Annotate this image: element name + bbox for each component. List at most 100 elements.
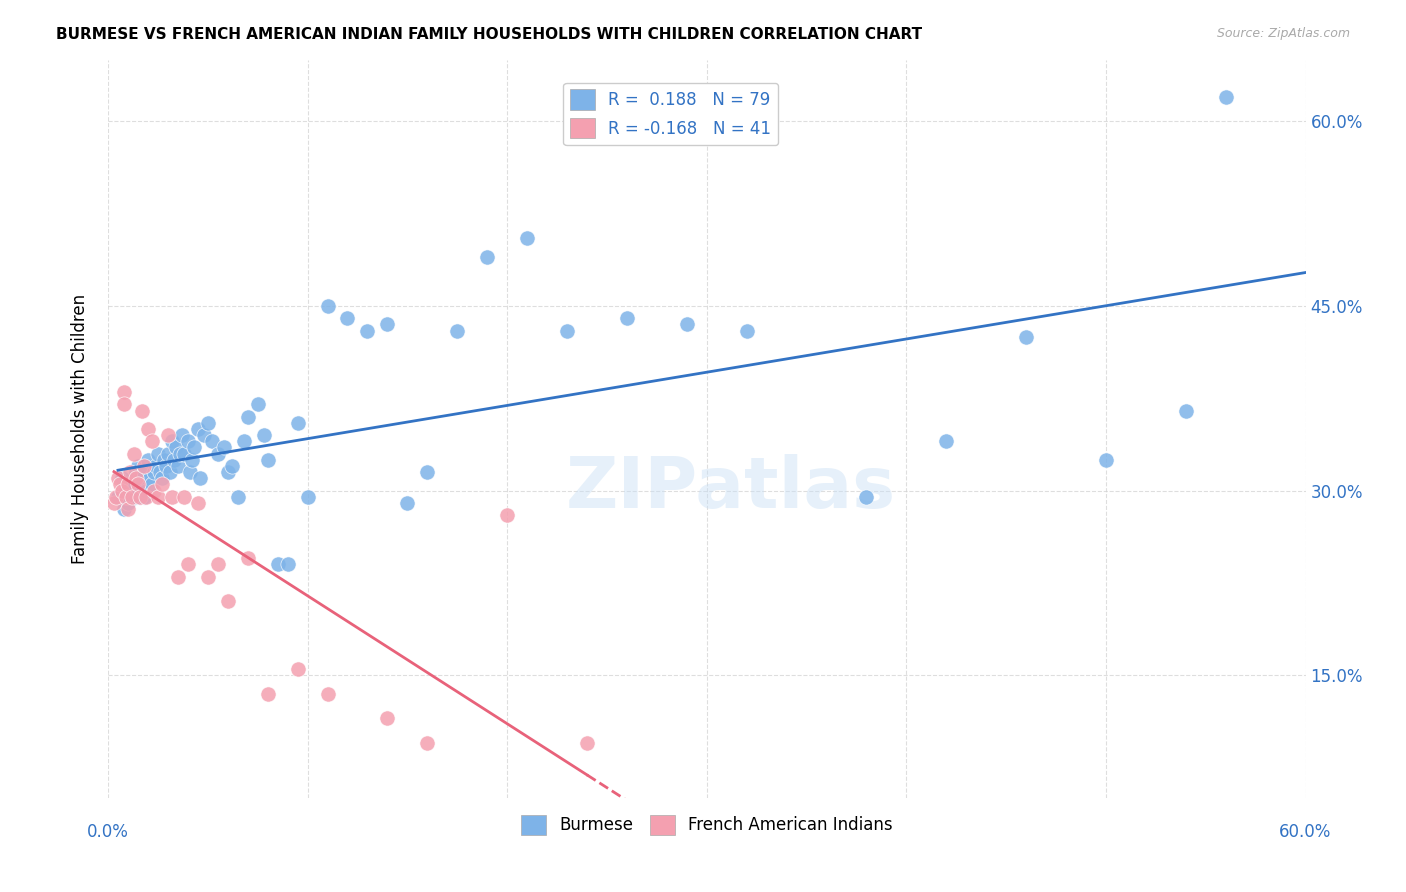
Point bbox=[256, 452, 278, 467]
Point bbox=[516, 231, 538, 245]
Point bbox=[142, 483, 165, 498]
Point bbox=[179, 465, 201, 479]
Point bbox=[146, 447, 169, 461]
Point bbox=[149, 465, 172, 479]
Point bbox=[107, 490, 129, 504]
Point bbox=[266, 558, 288, 572]
Point bbox=[121, 483, 143, 498]
Point bbox=[122, 477, 145, 491]
Point bbox=[416, 736, 439, 750]
Point bbox=[1174, 403, 1197, 417]
Point bbox=[735, 324, 758, 338]
Point bbox=[163, 452, 186, 467]
Point bbox=[153, 452, 176, 467]
Point bbox=[675, 318, 697, 332]
Point bbox=[173, 447, 195, 461]
Point bbox=[127, 483, 149, 498]
Point bbox=[377, 711, 399, 725]
Point bbox=[165, 441, 187, 455]
Point bbox=[477, 250, 499, 264]
Point bbox=[104, 490, 127, 504]
Point bbox=[336, 311, 359, 326]
Text: Source: ZipAtlas.com: Source: ZipAtlas.com bbox=[1216, 27, 1350, 40]
Point bbox=[201, 434, 224, 449]
Point bbox=[277, 558, 299, 572]
Point bbox=[111, 483, 134, 498]
Point bbox=[575, 736, 598, 750]
Point bbox=[496, 508, 519, 523]
Point bbox=[1015, 329, 1038, 343]
Point bbox=[170, 428, 193, 442]
Point bbox=[139, 471, 162, 485]
Point bbox=[118, 490, 141, 504]
Text: 0.0%: 0.0% bbox=[87, 823, 129, 841]
Point bbox=[129, 490, 152, 504]
Point bbox=[166, 458, 188, 473]
Point bbox=[112, 385, 135, 400]
Point bbox=[150, 477, 173, 491]
Point bbox=[118, 465, 141, 479]
Point bbox=[129, 471, 152, 485]
Point bbox=[141, 434, 163, 449]
Point bbox=[125, 465, 148, 479]
Point bbox=[377, 318, 399, 332]
Point bbox=[125, 490, 148, 504]
Point bbox=[177, 434, 200, 449]
Point bbox=[132, 465, 155, 479]
Point bbox=[356, 324, 378, 338]
Point bbox=[855, 490, 877, 504]
Text: BURMESE VS FRENCH AMERICAN INDIAN FAMILY HOUSEHOLDS WITH CHILDREN CORRELATION CH: BURMESE VS FRENCH AMERICAN INDIAN FAMILY… bbox=[56, 27, 922, 42]
Point bbox=[155, 458, 177, 473]
Point bbox=[160, 434, 183, 449]
Point bbox=[246, 397, 269, 411]
Point bbox=[217, 465, 239, 479]
Point bbox=[1215, 89, 1237, 103]
Point bbox=[935, 434, 957, 449]
Point bbox=[136, 452, 159, 467]
Point bbox=[188, 471, 211, 485]
Y-axis label: Family Households with Children: Family Households with Children bbox=[72, 294, 89, 564]
Point bbox=[132, 458, 155, 473]
Point bbox=[117, 477, 139, 491]
Point bbox=[131, 403, 153, 417]
Point bbox=[127, 458, 149, 473]
Point bbox=[197, 416, 219, 430]
Point bbox=[197, 570, 219, 584]
Point bbox=[127, 477, 149, 491]
Point bbox=[112, 397, 135, 411]
Point bbox=[111, 471, 134, 485]
Point bbox=[256, 687, 278, 701]
Point bbox=[108, 477, 131, 491]
Point bbox=[131, 477, 153, 491]
Point bbox=[142, 465, 165, 479]
Point bbox=[132, 490, 155, 504]
Point bbox=[141, 477, 163, 491]
Point bbox=[253, 428, 276, 442]
Point bbox=[212, 441, 235, 455]
Point bbox=[180, 452, 202, 467]
Point bbox=[159, 465, 181, 479]
Point bbox=[316, 299, 339, 313]
Point bbox=[160, 490, 183, 504]
Point bbox=[103, 496, 125, 510]
Point bbox=[169, 447, 191, 461]
Point bbox=[115, 483, 138, 498]
Point bbox=[316, 687, 339, 701]
Point bbox=[156, 447, 179, 461]
Point bbox=[115, 490, 138, 504]
Point bbox=[122, 447, 145, 461]
Text: 60.0%: 60.0% bbox=[1279, 823, 1331, 841]
Point bbox=[136, 422, 159, 436]
Point bbox=[616, 311, 638, 326]
Point bbox=[135, 490, 157, 504]
Point bbox=[183, 441, 205, 455]
Point bbox=[150, 471, 173, 485]
Point bbox=[226, 490, 249, 504]
Point bbox=[135, 483, 157, 498]
Point bbox=[125, 471, 148, 485]
Point bbox=[173, 490, 195, 504]
Point bbox=[145, 458, 167, 473]
Point bbox=[416, 465, 439, 479]
Point bbox=[287, 416, 309, 430]
Point bbox=[207, 558, 229, 572]
